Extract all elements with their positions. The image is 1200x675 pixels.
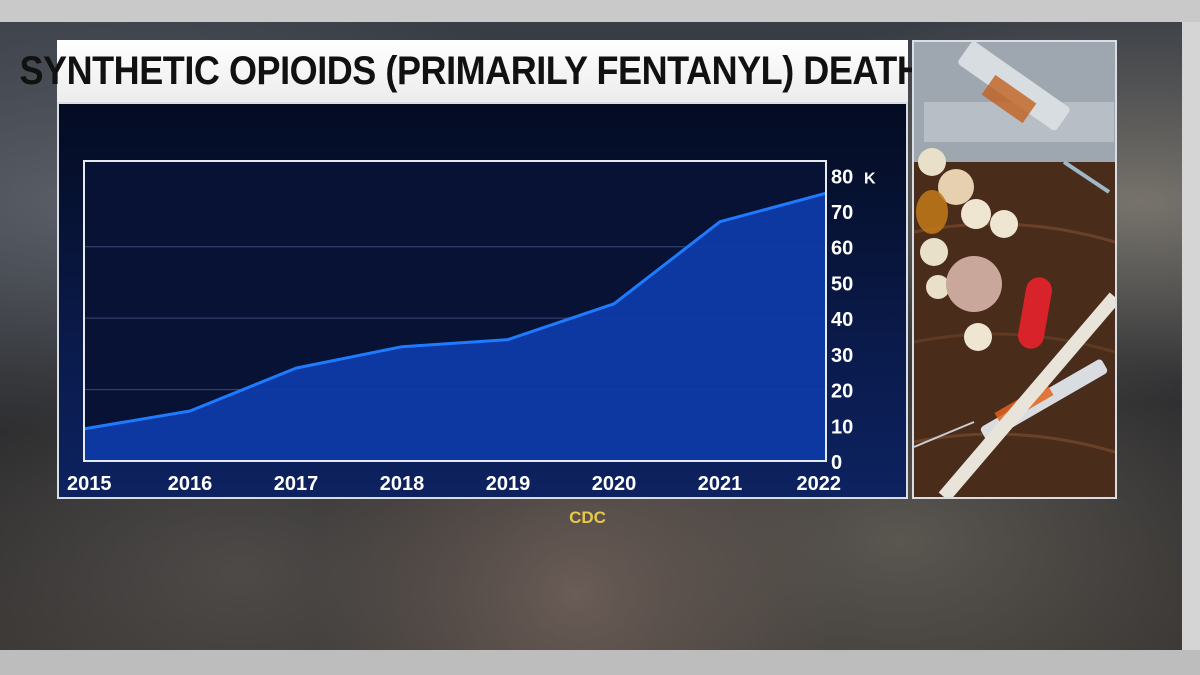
x-tick-label: 2015 <box>67 473 112 495</box>
x-tick-label: 2020 <box>592 473 637 495</box>
series-area <box>84 193 826 461</box>
x-tick-label: 2017 <box>274 473 319 495</box>
area-chart: 0 10 20 30 40 50 60 70 80 K 2015 2016 2017 2018 2019 20… <box>67 160 876 495</box>
plot-frame <box>83 160 827 462</box>
background-edge-bottom <box>0 650 1200 675</box>
series-line <box>83 191 827 431</box>
y-unit-label: K <box>864 170 876 187</box>
syringe-top-icon <box>958 42 1111 194</box>
pill-icon <box>964 323 992 351</box>
red-capsule-icon <box>1018 277 1052 349</box>
pill-icon <box>920 238 948 266</box>
drugs-photo <box>912 40 1117 499</box>
chart-title: SYNTHETIC OPIOIDS (PRIMARILY FENTANYL) D… <box>19 48 946 93</box>
y-tick-label: 50 <box>831 273 853 295</box>
y-tick-label: 80 <box>831 166 853 188</box>
x-tick-label: 2016 <box>168 473 213 495</box>
y-tick-label: 20 <box>831 381 853 403</box>
pill-icon <box>938 169 974 205</box>
y-tick-label: 60 <box>831 238 853 260</box>
x-tick-label: 2021 <box>698 473 743 495</box>
source-label: CDC <box>569 508 606 527</box>
pill-icon <box>961 199 991 229</box>
x-tick-label: 2018 <box>380 473 425 495</box>
chart-panel: 0 10 20 30 40 50 60 70 80 K 2015 2016 2017 2018 2019 20… <box>57 102 908 499</box>
x-tick-label: 2022 <box>797 473 842 495</box>
y-tick-label: 70 <box>831 202 853 224</box>
spoon-handle-icon <box>938 292 1115 497</box>
pill-icon <box>926 275 950 299</box>
y-tick-label: 10 <box>831 416 853 438</box>
pill-icon <box>918 148 946 176</box>
large-tablet-icon <box>946 256 1002 312</box>
x-tick-label: 2019 <box>486 473 531 495</box>
title-bar: SYNTHETIC OPIOIDS (PRIMARILY FENTANYL) D… <box>19 40 946 102</box>
capsule-icon <box>916 190 948 234</box>
y-tick-label: 30 <box>831 345 853 367</box>
pill-icon <box>990 210 1018 238</box>
drugs-photo-illustration <box>914 42 1115 497</box>
y-tick-label: 0 <box>831 452 842 474</box>
background-edge-right <box>1182 22 1200 650</box>
y-tick-label: 40 <box>831 309 853 331</box>
